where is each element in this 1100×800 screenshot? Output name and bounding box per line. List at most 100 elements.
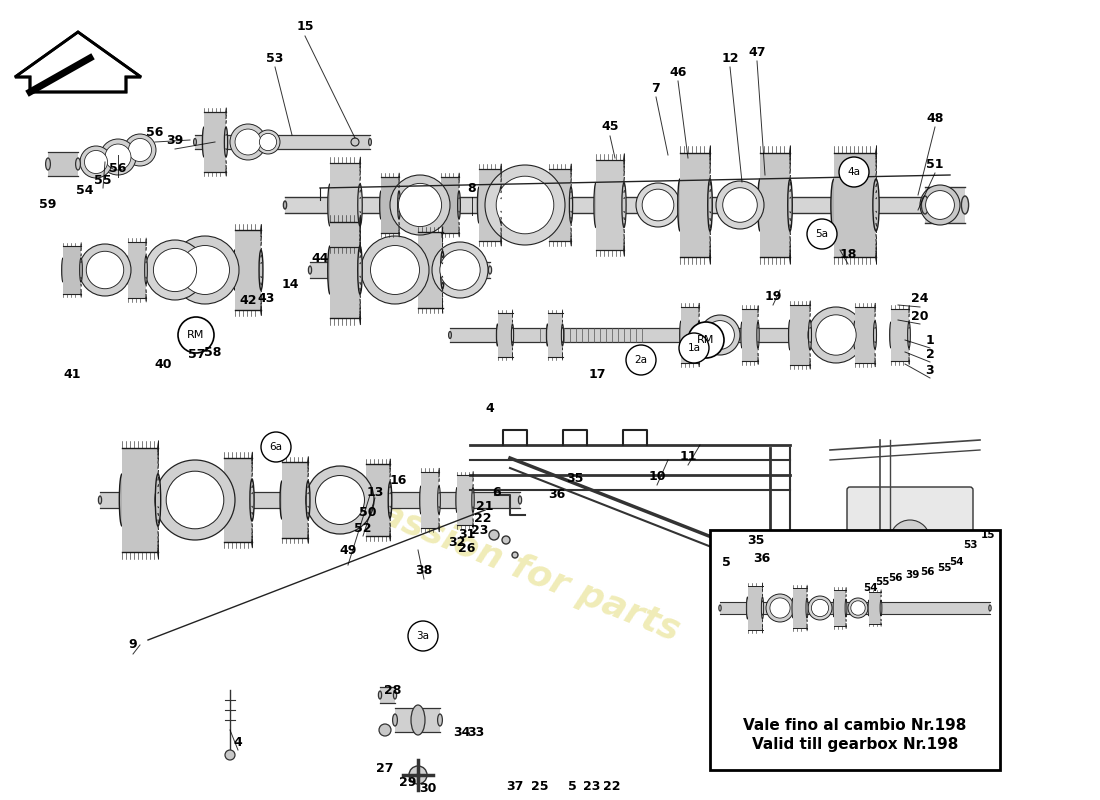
Ellipse shape xyxy=(850,601,866,615)
Ellipse shape xyxy=(119,474,124,526)
Text: 53: 53 xyxy=(266,51,284,65)
Text: 18: 18 xyxy=(839,249,857,262)
Ellipse shape xyxy=(502,536,510,544)
Ellipse shape xyxy=(438,714,442,726)
Ellipse shape xyxy=(379,724,390,736)
Ellipse shape xyxy=(636,183,680,227)
Text: 12: 12 xyxy=(722,51,739,65)
Bar xyxy=(122,448,158,552)
Ellipse shape xyxy=(570,187,573,223)
Ellipse shape xyxy=(678,179,682,231)
Text: 58: 58 xyxy=(205,346,222,358)
Ellipse shape xyxy=(880,600,882,616)
Ellipse shape xyxy=(432,242,488,298)
Ellipse shape xyxy=(458,191,461,219)
Text: 13: 13 xyxy=(366,486,384,498)
Ellipse shape xyxy=(306,466,374,534)
Ellipse shape xyxy=(948,201,951,209)
Text: 55: 55 xyxy=(874,577,889,587)
Text: 44: 44 xyxy=(311,251,329,265)
Ellipse shape xyxy=(496,324,498,346)
Ellipse shape xyxy=(79,244,131,296)
Text: 36: 36 xyxy=(754,551,771,565)
Ellipse shape xyxy=(800,564,808,572)
Text: 21: 21 xyxy=(476,499,494,513)
Text: 14: 14 xyxy=(282,278,299,291)
Text: 24: 24 xyxy=(911,291,928,305)
Ellipse shape xyxy=(839,157,869,187)
Ellipse shape xyxy=(284,201,287,209)
Ellipse shape xyxy=(145,240,205,300)
Ellipse shape xyxy=(920,185,960,225)
Text: 4: 4 xyxy=(485,402,494,414)
Polygon shape xyxy=(15,32,141,92)
Ellipse shape xyxy=(256,130,280,154)
Ellipse shape xyxy=(230,124,266,160)
Bar xyxy=(418,232,442,308)
Ellipse shape xyxy=(700,315,740,355)
Ellipse shape xyxy=(740,322,744,348)
Text: 40: 40 xyxy=(154,358,172,371)
Ellipse shape xyxy=(594,182,598,227)
Text: 4a: 4a xyxy=(847,167,860,177)
Ellipse shape xyxy=(390,175,450,235)
Ellipse shape xyxy=(485,165,565,245)
Ellipse shape xyxy=(155,474,161,526)
Text: 4: 4 xyxy=(233,735,242,749)
Ellipse shape xyxy=(890,520,930,560)
Ellipse shape xyxy=(155,460,235,540)
Text: 5: 5 xyxy=(722,555,730,569)
Ellipse shape xyxy=(378,691,382,699)
Bar xyxy=(549,169,571,241)
Ellipse shape xyxy=(716,181,764,229)
Ellipse shape xyxy=(488,266,492,274)
Ellipse shape xyxy=(379,191,383,219)
Ellipse shape xyxy=(80,146,112,178)
Text: 23: 23 xyxy=(583,779,601,793)
FancyBboxPatch shape xyxy=(847,487,974,623)
Ellipse shape xyxy=(455,487,459,513)
Ellipse shape xyxy=(398,191,400,219)
Text: 45: 45 xyxy=(602,121,618,134)
Ellipse shape xyxy=(235,129,261,155)
Bar xyxy=(224,458,252,542)
Text: 3: 3 xyxy=(926,363,934,377)
Ellipse shape xyxy=(361,236,429,304)
Text: 11: 11 xyxy=(680,450,696,462)
Text: 32: 32 xyxy=(449,535,465,549)
Text: 55: 55 xyxy=(937,563,952,573)
Ellipse shape xyxy=(180,246,230,294)
Ellipse shape xyxy=(718,605,722,611)
Bar xyxy=(680,153,710,257)
Text: 2a: 2a xyxy=(635,355,648,365)
Ellipse shape xyxy=(816,315,856,355)
Text: 46: 46 xyxy=(669,66,686,78)
Ellipse shape xyxy=(748,541,756,549)
Ellipse shape xyxy=(868,600,870,616)
Text: 22: 22 xyxy=(474,511,492,525)
Text: 27: 27 xyxy=(376,762,394,774)
Ellipse shape xyxy=(754,556,762,564)
Ellipse shape xyxy=(499,187,503,223)
Ellipse shape xyxy=(705,321,735,350)
Text: 47: 47 xyxy=(748,46,766,58)
Ellipse shape xyxy=(723,188,757,222)
Text: 48: 48 xyxy=(926,111,944,125)
Ellipse shape xyxy=(808,596,832,620)
Ellipse shape xyxy=(833,599,835,617)
Text: 55: 55 xyxy=(95,174,112,186)
Ellipse shape xyxy=(98,496,101,504)
Ellipse shape xyxy=(416,251,419,289)
Ellipse shape xyxy=(408,621,438,651)
Bar xyxy=(720,602,990,614)
Ellipse shape xyxy=(358,246,362,294)
Ellipse shape xyxy=(770,598,790,618)
Ellipse shape xyxy=(812,574,820,582)
Text: 56: 56 xyxy=(109,162,126,174)
Text: 7: 7 xyxy=(651,82,660,94)
Ellipse shape xyxy=(260,250,263,290)
Ellipse shape xyxy=(642,189,674,221)
Ellipse shape xyxy=(873,179,879,231)
Ellipse shape xyxy=(807,219,837,249)
Ellipse shape xyxy=(104,144,131,170)
